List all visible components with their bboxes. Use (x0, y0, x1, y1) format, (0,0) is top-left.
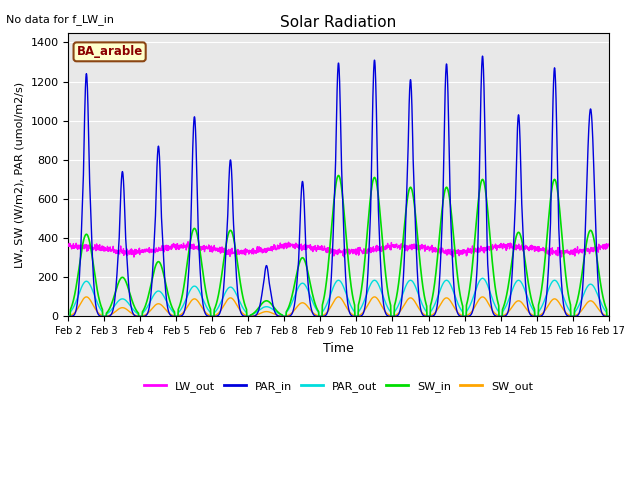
X-axis label: Time: Time (323, 342, 354, 355)
Text: BA_arable: BA_arable (77, 45, 143, 59)
Title: Solar Radiation: Solar Radiation (280, 15, 397, 30)
Y-axis label: LW, SW (W/m2), PAR (umol/m2/s): LW, SW (W/m2), PAR (umol/m2/s) (15, 82, 25, 267)
Text: No data for f_LW_in: No data for f_LW_in (6, 14, 115, 25)
Legend: LW_out, PAR_in, PAR_out, SW_in, SW_out: LW_out, PAR_in, PAR_out, SW_in, SW_out (139, 376, 538, 396)
